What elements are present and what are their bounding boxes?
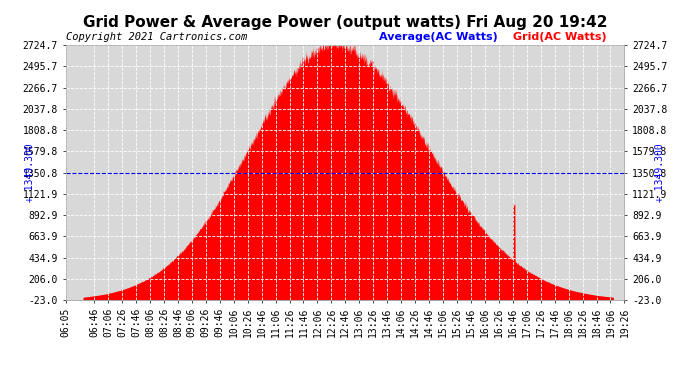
Text: Copyright 2021 Cartronics.com: Copyright 2021 Cartronics.com: [66, 33, 247, 42]
Text: + 1349.300: + 1349.300: [25, 143, 34, 202]
Text: Grid Power & Average Power (output watts) Fri Aug 20 19:42: Grid Power & Average Power (output watts…: [83, 15, 607, 30]
Text: + 1349.300: + 1349.300: [656, 143, 665, 202]
Text: Grid(AC Watts): Grid(AC Watts): [513, 33, 607, 42]
Text: Average(AC Watts): Average(AC Watts): [379, 33, 497, 42]
